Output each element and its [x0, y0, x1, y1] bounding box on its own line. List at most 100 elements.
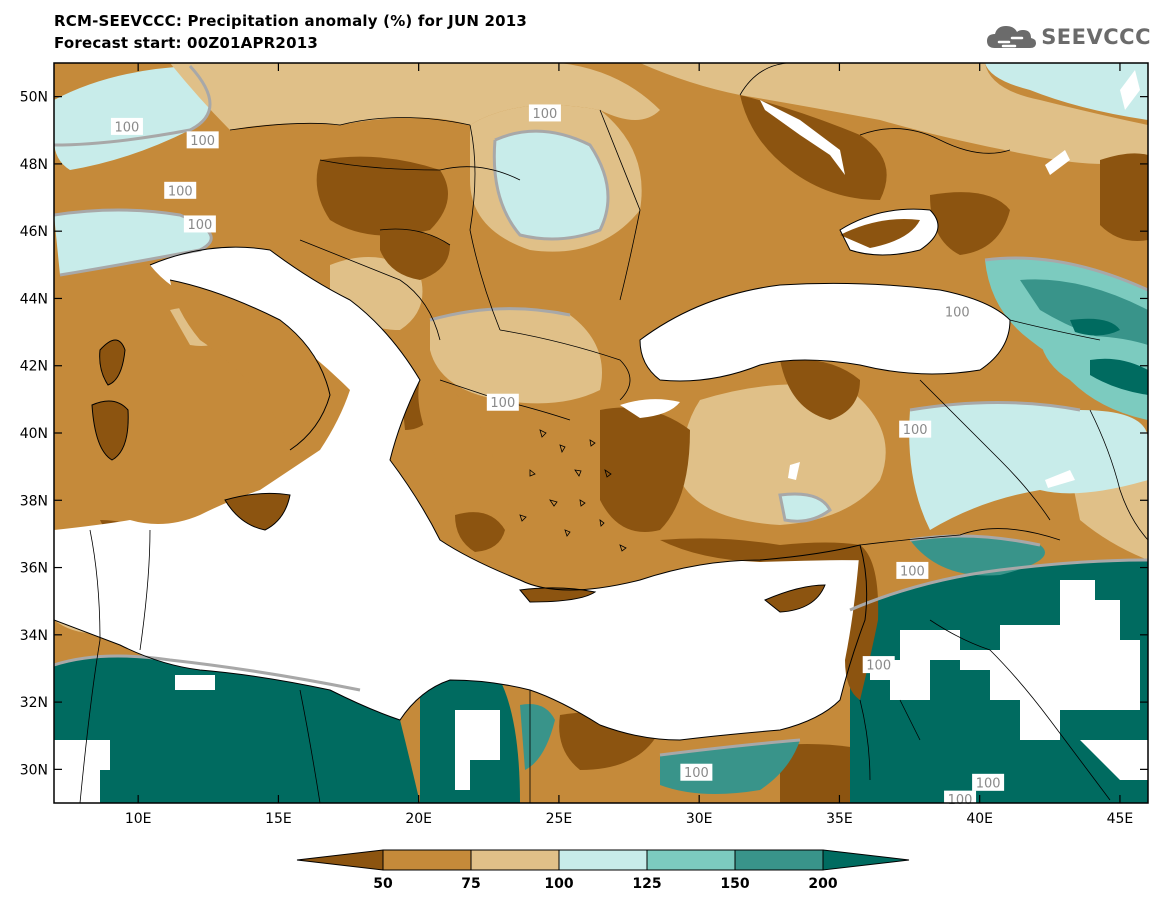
field-below-50-west-turkey [600, 407, 690, 532]
peloponnese [455, 512, 505, 552]
lat-tick-label: 30N [20, 762, 48, 778]
lon-tick-label: 30E [686, 811, 713, 827]
lat-tick-label: 50N [20, 90, 48, 106]
contour-label-100: 100 [941, 302, 974, 320]
contour-lines-100 [54, 64, 1148, 757]
contour-label-100: 100 [972, 773, 1005, 791]
greece-peninsula [418, 380, 510, 545]
contour-label-100: 100 [862, 656, 895, 674]
map-field [54, 63, 1148, 803]
contour-label-100: 100 [186, 131, 219, 149]
lat-tick-label: 46N [20, 224, 48, 240]
colorbar-segment [646, 849, 736, 871]
lon-tick-label: 35E [826, 811, 853, 827]
colorbar-level-label: 200 [808, 876, 837, 892]
lon-tick-label: 25E [546, 811, 573, 827]
chart-title: RCM-SEEVCCC: Precipitation anomaly (%) f… [54, 12, 528, 30]
salt-lake [788, 462, 800, 480]
lat-tick-label: 42N [20, 359, 48, 375]
field-100-125-carpathians [494, 131, 608, 239]
svg-text:100: 100 [187, 218, 212, 233]
lon-tick-label: 45E [1107, 811, 1134, 827]
coastlines [54, 208, 1011, 741]
italy-peninsula [170, 280, 330, 450]
svg-text:100: 100 [532, 107, 557, 122]
axis-ticks: 10E 15E 20E 25E 30E 35E 40E 45E 50N 48N 46N 44N 42N 4… [20, 63, 1148, 827]
field-125-150-caspian-south [1040, 336, 1148, 420]
field-above-200-caspian-south [1090, 358, 1148, 395]
colorbar-level-label: 75 [461, 876, 480, 892]
aegean-islands [519, 429, 627, 552]
sicily [225, 493, 290, 530]
svg-text:100: 100 [168, 184, 193, 199]
cyprus [765, 585, 825, 612]
colorbar: 50 75 100 125 150 200 [296, 849, 910, 892]
contour-label-100: 100 [164, 181, 197, 199]
lon-tick-label: 40E [966, 811, 993, 827]
field-white-gulf [1080, 740, 1148, 780]
colorbar-level-label: 100 [544, 876, 573, 892]
svg-text:100: 100 [490, 396, 515, 411]
don-reservoirs [1045, 70, 1140, 175]
svg-text:100: 100 [684, 766, 709, 781]
dnieper-reservoir [760, 100, 845, 175]
field-100-125-alps-south [54, 210, 212, 275]
contour-label-100: 100 [896, 561, 929, 579]
field-white-desert-jordan [870, 630, 960, 700]
field-75-100-north [170, 63, 660, 130]
field-white-tunisia [175, 675, 215, 690]
field-100-125-ne [985, 63, 1148, 120]
lon-tick-label: 15E [265, 811, 292, 827]
field-below-50-hungary [380, 229, 450, 280]
colorbar-above-max [822, 849, 910, 871]
lat-tick-label: 34N [20, 628, 48, 644]
contour-label-100: 100 [528, 104, 561, 122]
mediterranean-sea [54, 247, 867, 740]
sardinia [92, 401, 129, 460]
lat-tick-label: 32N [20, 695, 48, 711]
lat-tick-label: 48N [20, 157, 48, 173]
svg-text:100: 100 [190, 134, 215, 149]
field-below-50-austria [316, 156, 448, 236]
colorbar-segment [734, 849, 824, 871]
seevccc-logo: SEEVCCC [985, 22, 1151, 52]
colorbar-below-min [296, 849, 384, 871]
svg-text:100: 100 [900, 564, 925, 579]
logo-text: SEEVCCC [1041, 25, 1151, 49]
lake-van [1045, 470, 1075, 488]
svg-text:100: 100 [866, 659, 891, 674]
lat-tick-label: 44N [20, 291, 48, 307]
field-150-200-syria [910, 536, 1045, 576]
field-below-50-caspian [1100, 153, 1148, 241]
crimea [840, 219, 920, 248]
colorbar-level-label: 125 [632, 876, 661, 892]
forecast-start-label: Forecast start: 00Z01APR2013 [54, 34, 318, 52]
black-sea [640, 283, 1010, 381]
svg-text:100: 100 [948, 793, 973, 808]
svg-text:100: 100 [945, 305, 970, 320]
field-150-200-georgia [1020, 279, 1148, 350]
contour-label-100: 100 [183, 215, 216, 233]
colorbar-segment [558, 849, 648, 871]
sea-of-marmara [620, 399, 680, 418]
field-100-125-eastern-turkey [909, 402, 1148, 530]
levant-coast [845, 545, 879, 700]
lon-tick-label: 10E [125, 811, 152, 827]
field-below-50-ukraine [740, 95, 887, 200]
turkey-south-coast [660, 538, 867, 568]
field-100-125-central-turkey [780, 494, 830, 522]
field-75-100-anatolia [680, 384, 886, 525]
field-white-libya [455, 710, 500, 790]
field-150-200-cyrenaica [520, 704, 555, 770]
field-above-200-georgia [1070, 318, 1120, 336]
contour-label-100: 100 [486, 393, 519, 411]
svg-text:100: 100 [903, 423, 928, 438]
colorbar-level-label: 50 [373, 876, 393, 892]
colorbar-segment [470, 849, 560, 871]
lon-tick-label: 20E [405, 811, 432, 827]
lat-tick-label: 38N [20, 493, 48, 509]
corsica [99, 340, 125, 385]
contour-label-100: 100 [680, 763, 713, 781]
